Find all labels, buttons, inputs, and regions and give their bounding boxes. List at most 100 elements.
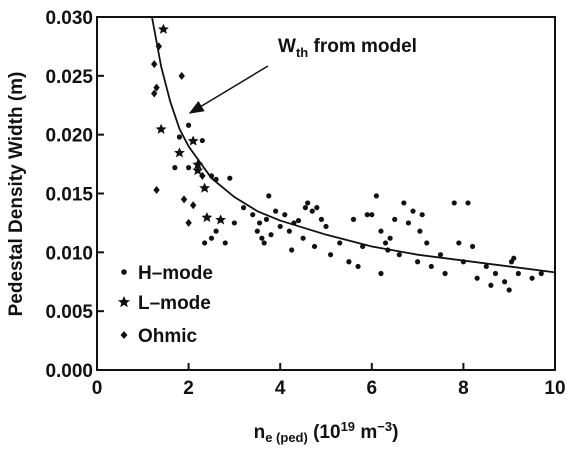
- point: [266, 193, 272, 199]
- point: [302, 205, 308, 211]
- point: [222, 240, 228, 246]
- point: [153, 83, 160, 92]
- point: [240, 205, 247, 211]
- x-label-close: ): [392, 422, 398, 443]
- x-label-open: (10: [308, 422, 341, 443]
- point: [323, 223, 329, 230]
- legend-marker: [117, 296, 130, 308]
- annotation: Wth from model: [278, 36, 417, 60]
- point: [305, 200, 311, 206]
- point: [401, 200, 407, 206]
- point: [346, 259, 352, 265]
- point: [282, 212, 288, 218]
- x-tick-label: 8: [458, 378, 469, 399]
- x-tick-label: 10: [544, 378, 565, 399]
- point: [506, 287, 512, 293]
- legend-label: L–mode: [138, 293, 211, 314]
- x-label-sup: −3: [377, 419, 392, 434]
- point: [456, 240, 462, 246]
- point: [250, 212, 256, 218]
- legend-label: H–mode: [138, 263, 213, 284]
- plot-frame: [96, 16, 556, 371]
- point: [538, 270, 544, 277]
- point: [286, 228, 292, 234]
- point: [369, 212, 375, 218]
- point: [158, 23, 169, 34]
- point: [373, 193, 379, 199]
- point: [254, 228, 260, 234]
- point: [192, 164, 204, 176]
- point: [202, 240, 208, 246]
- point: [492, 270, 499, 277]
- point: [378, 228, 384, 234]
- point: [405, 220, 412, 226]
- point: [392, 216, 398, 222]
- annotation-sub: th: [296, 45, 308, 60]
- point: [309, 208, 315, 214]
- point: [451, 200, 457, 206]
- y-tick-label: 0.010: [45, 243, 93, 264]
- point: [174, 147, 185, 158]
- point: [155, 123, 167, 134]
- legend: H–mode L–mode Ohmic: [117, 263, 213, 347]
- point: [311, 243, 318, 250]
- point: [382, 240, 389, 246]
- annotation-rest: from model: [308, 36, 417, 57]
- point: [502, 279, 508, 285]
- legend-marker: [120, 331, 128, 339]
- legend-label: Ohmic: [138, 326, 198, 347]
- model-curve: [151, 16, 556, 274]
- annotation-arrow: [188, 65, 269, 114]
- point: [176, 134, 183, 140]
- point: [419, 212, 425, 218]
- y-tick-label: 0.015: [45, 185, 93, 206]
- point: [289, 247, 295, 253]
- y-tick-label: 0.025: [45, 67, 93, 88]
- point: [213, 228, 219, 234]
- point: [327, 252, 334, 258]
- point: [201, 212, 213, 223]
- x-label-base: n: [254, 422, 266, 443]
- point: [268, 232, 274, 238]
- point: [153, 185, 160, 194]
- point: [511, 255, 517, 261]
- point: [186, 122, 192, 128]
- point: [295, 217, 302, 224]
- point: [273, 208, 279, 214]
- point: [410, 208, 416, 214]
- point: [515, 270, 521, 277]
- point: [415, 259, 421, 265]
- x-label-sub: e (ped): [265, 430, 308, 445]
- point: [185, 218, 192, 227]
- point: [355, 263, 361, 270]
- point: [474, 275, 480, 281]
- point: [378, 270, 384, 277]
- point: [259, 235, 265, 241]
- point: [350, 216, 357, 222]
- point: [151, 60, 158, 69]
- point: [488, 282, 494, 288]
- point: [424, 240, 430, 246]
- point: [483, 263, 489, 270]
- point: [186, 165, 192, 171]
- point: [215, 214, 227, 225]
- point: [277, 223, 283, 230]
- annotation-base: W: [278, 36, 296, 57]
- point: [337, 240, 343, 246]
- y-tick-label: 0.020: [45, 126, 93, 147]
- x-axis-label: ne (ped) (1019 m−3): [254, 419, 399, 445]
- point: [437, 252, 444, 258]
- point: [442, 270, 448, 277]
- point: [199, 171, 206, 180]
- x-tick-label: 2: [183, 378, 194, 399]
- point: [199, 137, 205, 144]
- point: [199, 182, 211, 193]
- point: [256, 220, 263, 226]
- y-tick-label: 0.000: [45, 361, 93, 382]
- legend-marker: [121, 269, 127, 275]
- point: [261, 240, 267, 246]
- x-label-unit: m: [355, 422, 377, 443]
- point: [192, 159, 204, 170]
- x-tick-label: 6: [367, 378, 378, 399]
- x-tick-label: 4: [275, 378, 286, 399]
